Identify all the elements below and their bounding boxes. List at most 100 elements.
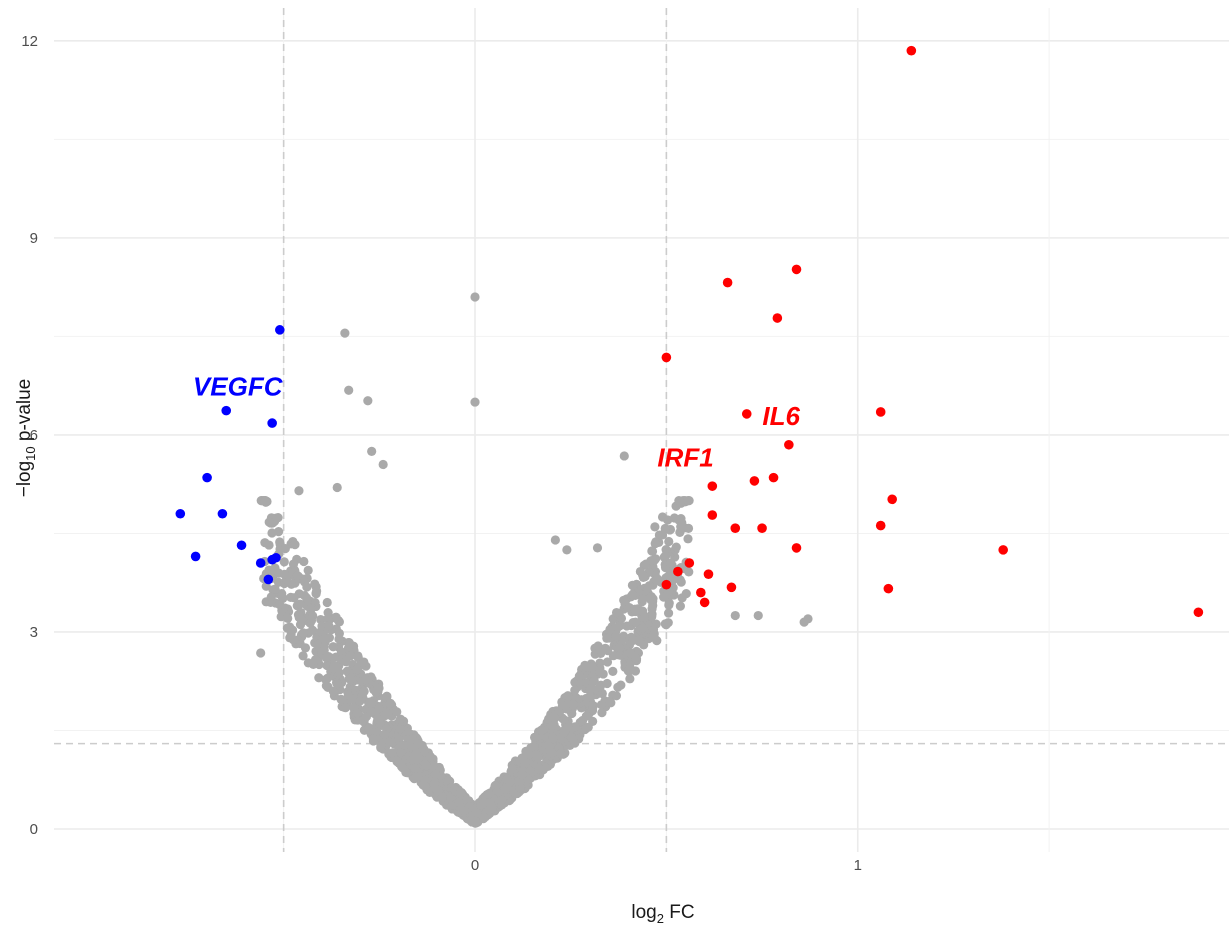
ns-gene-point <box>443 775 454 785</box>
ns-gene-point <box>292 571 302 581</box>
ns-gene-point <box>336 647 347 657</box>
ns-gene-point <box>649 632 659 643</box>
up-regulated-point <box>673 566 683 577</box>
ns-gene-point <box>675 601 685 611</box>
ns-gene-point <box>611 631 621 641</box>
x-axis-title-suffix: FC <box>664 902 695 923</box>
up-regulated-point <box>791 543 802 553</box>
y-tick-label: 9 <box>30 230 38 247</box>
x-axis-title-subscript: 2 <box>657 911 664 926</box>
ns-gene-point <box>638 623 648 633</box>
ns-gene-point <box>587 682 597 693</box>
ns-gene-point <box>613 622 623 632</box>
ns-gene-point <box>300 643 311 653</box>
ns-gene-point <box>574 671 584 681</box>
ns-gene-point <box>344 385 354 395</box>
ns-gene-point <box>437 792 448 802</box>
ns-gene-point <box>261 497 271 507</box>
ns-gene-point <box>507 763 518 774</box>
down-regulated-point <box>217 508 228 519</box>
ns-gene-point <box>663 572 673 582</box>
ns-gene-point <box>669 513 680 523</box>
ns-gene-point <box>638 594 648 604</box>
ns-gene-point <box>524 749 534 760</box>
gene-label-il6: IL6 <box>762 401 800 431</box>
ns-gene-point <box>619 595 629 605</box>
axis-ticks: 0 3 6 9 12 0 1 <box>21 33 862 874</box>
ns-gene-point <box>288 559 299 569</box>
ns-gene-point <box>529 742 540 752</box>
ns-gene-point <box>372 684 383 694</box>
ns-gene-point <box>387 748 397 758</box>
ns-gene-point <box>334 628 344 638</box>
ns-gene-point <box>531 750 541 760</box>
up-regulated-point <box>887 494 897 505</box>
down-regulated-point <box>267 418 277 428</box>
gene-label-vegfc: VEGFC <box>193 372 284 402</box>
up-regulated-point <box>906 45 917 56</box>
ns-gene-point <box>580 660 590 670</box>
ns-gene-point <box>684 567 694 577</box>
ns-gene-point <box>563 691 573 701</box>
ns-gene-point <box>683 496 693 506</box>
ns-gene-point <box>615 650 625 660</box>
ns-gene-point <box>355 696 365 706</box>
ns-gene-point <box>322 597 332 608</box>
ns-gene-point <box>479 797 489 808</box>
ns-gene-point <box>294 486 304 496</box>
ns-gene-point <box>260 538 270 548</box>
ns-gene-point <box>603 646 613 656</box>
ns-gene-point <box>352 708 362 718</box>
ns-gene-point <box>414 753 424 763</box>
up-regulated-point <box>661 352 672 363</box>
ns-gene-point <box>602 678 612 689</box>
up-regulated-point <box>875 407 886 417</box>
ns-gene-point <box>296 614 306 624</box>
ns-gene-point <box>652 574 663 584</box>
ns-gene-point <box>647 546 658 556</box>
up-regulated-point <box>707 481 718 491</box>
ns-gene-point <box>299 556 309 567</box>
up-regulated-point <box>696 587 706 598</box>
ns-gene-point <box>283 613 293 624</box>
ns-gene-point <box>647 555 657 566</box>
ns-gene-point <box>345 651 356 661</box>
ns-gene-point <box>677 593 687 603</box>
ns-gene-point <box>625 648 635 658</box>
up-regulated-point <box>661 579 672 590</box>
ns-gene-point <box>534 763 544 774</box>
ns-gene-point <box>332 679 342 689</box>
ns-gene-point <box>638 606 648 616</box>
ns-gene-point <box>608 666 618 676</box>
ns-gene-point <box>650 539 660 549</box>
ns-gene-point <box>606 698 616 708</box>
y-axis-title-suffix: p-value <box>14 379 35 447</box>
ns-gene-point <box>290 540 300 550</box>
x-tick-label: 1 <box>854 857 862 874</box>
ns-gene-point <box>657 530 667 540</box>
down-regulated-point <box>255 558 266 568</box>
ns-gene-point <box>659 592 669 602</box>
ns-gene-point <box>483 789 494 799</box>
ns-gene-point <box>385 698 395 708</box>
y-tick-label: 0 <box>30 821 38 838</box>
up-regulated-point <box>749 476 760 486</box>
ns-gene-point <box>352 664 362 674</box>
ns-gene-point <box>664 536 674 547</box>
ns-gene-point <box>593 641 603 651</box>
ns-gene-point <box>647 611 657 622</box>
down-regulated-point <box>202 472 212 483</box>
gene-labels: VEGFC IL6 IRF1 <box>193 372 801 473</box>
ns-gene-point <box>730 610 740 621</box>
ns-gene-point <box>310 655 321 665</box>
ns-gene-point <box>328 642 338 652</box>
up-regulated-point <box>741 409 752 419</box>
ns-gene-point <box>543 740 553 750</box>
up-regulated-point <box>684 558 695 568</box>
ns-gene-point <box>630 606 641 617</box>
ns-gene-point <box>295 599 305 609</box>
ns-gene-point <box>570 722 580 732</box>
y-axis-title-main: −log <box>14 461 35 497</box>
ns-gene-point <box>611 607 622 618</box>
ns-gene-point <box>328 686 338 696</box>
